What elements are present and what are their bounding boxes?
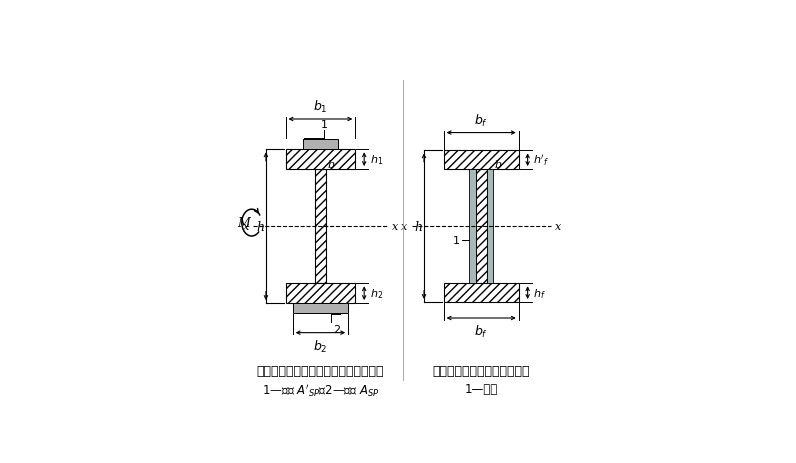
Text: x: x <box>243 222 249 232</box>
Bar <box>476 169 486 284</box>
Text: $h'_f$: $h'_f$ <box>533 153 549 168</box>
Text: $h_1$: $h_1$ <box>370 153 383 167</box>
Text: $h_2$: $h_2$ <box>370 287 383 300</box>
Text: 1—粘钢 $A'_{SP}$；2—粘钢 $A_{SP}$: 1—粘钢 $A'_{SP}$；2—粘钢 $A_{SP}$ <box>262 382 379 398</box>
Bar <box>443 284 519 302</box>
Text: $b_2$: $b_2$ <box>313 338 328 354</box>
Bar <box>286 150 355 169</box>
Text: 1: 1 <box>452 236 459 246</box>
Text: 1—粘钉: 1—粘钉 <box>465 382 498 395</box>
Text: 2: 2 <box>334 324 341 334</box>
Bar <box>293 303 348 313</box>
Text: h: h <box>256 220 264 233</box>
Text: x: x <box>392 222 398 232</box>
Text: $b_1$: $b_1$ <box>313 99 328 115</box>
Text: b: b <box>494 159 501 169</box>
Text: 工字形截面构件受剪加固计算: 工字形截面构件受剪加固计算 <box>432 364 530 377</box>
Text: 工字形截面构件正截面受弯承载力计算: 工字形截面构件正截面受弯承载力计算 <box>256 364 384 377</box>
Bar <box>286 284 355 303</box>
Text: $h_f$: $h_f$ <box>533 286 546 300</box>
Text: h: h <box>414 220 423 233</box>
Text: x: x <box>555 222 561 232</box>
Text: 1: 1 <box>321 120 327 130</box>
Bar <box>470 169 476 284</box>
Bar <box>443 151 519 169</box>
Bar <box>486 169 493 284</box>
Text: $b_f$: $b_f$ <box>474 323 488 339</box>
Text: $b_f$: $b_f$ <box>474 112 488 128</box>
Bar <box>302 139 338 150</box>
Bar <box>314 169 326 284</box>
Text: x: x <box>401 222 408 232</box>
Text: M: M <box>237 217 250 230</box>
Text: b: b <box>328 159 334 169</box>
